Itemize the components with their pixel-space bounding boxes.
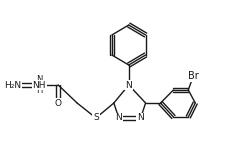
Text: N: N xyxy=(137,113,144,122)
Text: S: S xyxy=(93,113,99,122)
Text: S: S xyxy=(93,113,99,122)
Text: Br: Br xyxy=(188,71,199,81)
Text: O: O xyxy=(55,99,62,107)
Text: O: O xyxy=(55,99,62,107)
Text: H₂N: H₂N xyxy=(4,80,22,89)
Text: N: N xyxy=(125,80,132,89)
Text: N: N xyxy=(115,113,122,122)
Text: H₂N: H₂N xyxy=(4,80,22,89)
Text: N: N xyxy=(115,113,122,122)
Text: N: N xyxy=(137,113,144,122)
Text: Br: Br xyxy=(188,71,199,81)
Text: N
H: N H xyxy=(36,75,43,95)
Text: NH: NH xyxy=(33,80,46,89)
Text: N: N xyxy=(125,80,132,89)
